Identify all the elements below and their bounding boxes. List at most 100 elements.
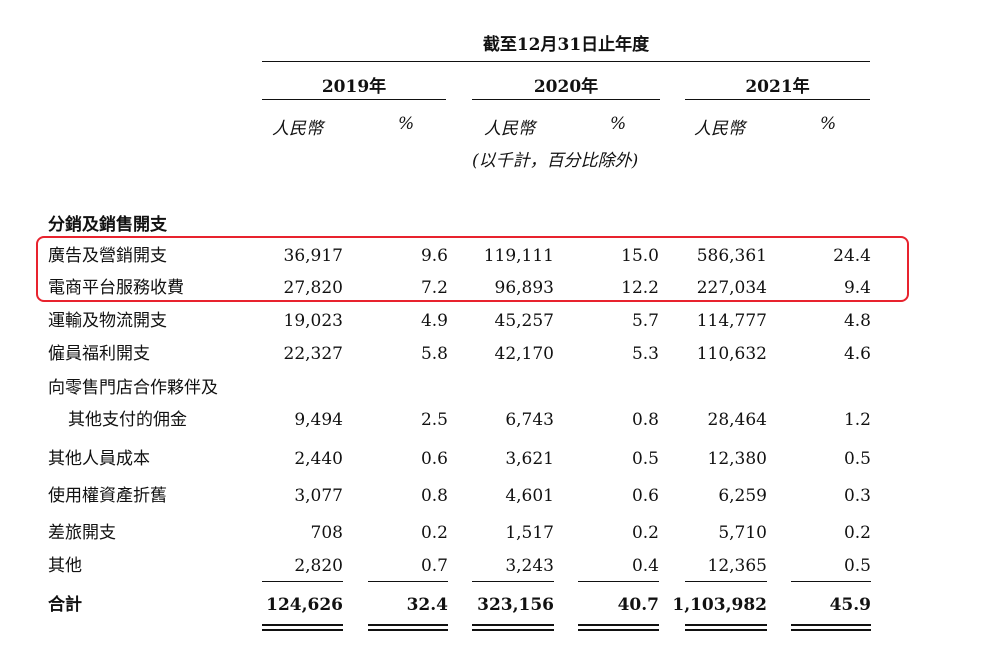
cell-2019-amount: 19,023 <box>283 311 343 331</box>
total-2019-percent: 32.4 <box>406 595 448 615</box>
cell-2019-percent: 7.2 <box>420 278 448 298</box>
table-row: 向零售門店合作夥伴及 <box>0 373 1000 403</box>
percent-label-2020: % <box>610 114 627 134</box>
cell-2021-percent: 4.8 <box>843 311 871 331</box>
cell-2021-percent: 4.6 <box>843 344 871 364</box>
row-label: 僱員福利開支 <box>48 344 150 364</box>
cell-2021-percent: 1.2 <box>843 410 871 430</box>
subtotal-rule <box>368 581 448 582</box>
cell-2021-amount: 114,777 <box>696 311 767 331</box>
row-label: 向零售門店合作夥伴及 <box>48 378 218 398</box>
table-row: 廣告及營銷開支 36,917 9.6 119,111 15.0 586,361 … <box>0 241 1000 271</box>
currency-label-2020: 人民幣 <box>484 119 535 139</box>
total-double-rule <box>472 629 554 631</box>
total-2019-amount: 124,626 <box>266 595 343 615</box>
cell-2020-amount: 3,243 <box>505 556 554 576</box>
cell-2021-percent: 0.5 <box>843 449 871 469</box>
cell-2019-amount: 2,440 <box>294 449 343 469</box>
cell-2020-percent: 0.6 <box>631 486 659 506</box>
total-double-rule <box>685 624 767 626</box>
row-label: 使用權資產折舊 <box>48 486 167 506</box>
cell-2019-amount: 36,917 <box>283 246 343 266</box>
total-double-rule <box>262 629 343 631</box>
cell-2019-percent: 0.7 <box>420 556 448 576</box>
year-2019-header: 2019年 <box>321 77 387 97</box>
cell-2019-amount: 2,820 <box>294 556 343 576</box>
row-label: 其他 <box>48 556 82 576</box>
table-row: 其他人員成本 2,440 0.6 3,621 0.5 12,380 0.5 <box>0 444 1000 474</box>
cell-2021-amount: 110,632 <box>696 344 767 364</box>
table-row: 差旅開支 708 0.2 1,517 0.2 5,710 0.2 <box>0 518 1000 548</box>
row-label: 其他人員成本 <box>48 449 150 469</box>
cell-2019-percent: 0.2 <box>420 523 448 543</box>
total-2021-percent: 45.9 <box>829 595 871 615</box>
row-label: 運輸及物流開支 <box>48 311 167 331</box>
subtotal-rule <box>791 581 871 582</box>
total-double-rule <box>578 629 659 631</box>
cell-2020-percent: 12.2 <box>621 278 659 298</box>
total-double-rule <box>368 629 448 631</box>
currency-label-2021: 人民幣 <box>694 119 745 139</box>
cell-2021-percent: 24.4 <box>833 246 871 266</box>
subtotal-rule <box>472 581 554 582</box>
cell-2021-amount: 586,361 <box>696 246 767 266</box>
table-row: 其他支付的佣金 9,494 2.5 6,743 0.8 28,464 1.2 <box>0 405 1000 435</box>
cell-2021-percent: 0.2 <box>843 523 871 543</box>
cell-2020-percent: 5.3 <box>631 344 659 364</box>
total-double-rule <box>368 624 448 626</box>
subtotal-rule <box>578 581 659 582</box>
row-label: 差旅開支 <box>48 523 116 543</box>
cell-2021-amount: 227,034 <box>696 278 767 298</box>
table-row: 使用權資產折舊 3,077 0.8 4,601 0.6 6,259 0.3 <box>0 481 1000 511</box>
table-row: 運輸及物流開支 19,023 4.9 45,257 5.7 114,777 4.… <box>0 306 1000 336</box>
cell-2020-percent: 5.7 <box>631 311 659 331</box>
total-double-rule <box>791 624 871 626</box>
total-double-rule <box>262 624 343 626</box>
cell-2019-percent: 4.9 <box>420 311 448 331</box>
cell-2020-amount: 119,111 <box>483 246 554 266</box>
row-label: 電商平台服務收費 <box>48 278 184 298</box>
cell-2019-percent: 0.8 <box>420 486 448 506</box>
year-2021-rule <box>685 99 870 100</box>
year-2021-header: 2021年 <box>745 77 810 97</box>
total-2020-percent: 40.7 <box>617 595 659 615</box>
unit-note: (以千計，百分比除外) <box>472 151 639 171</box>
cell-2020-percent: 0.8 <box>631 410 659 430</box>
total-2020-amount: 323,156 <box>477 595 554 615</box>
row-label-continued: 其他支付的佣金 <box>68 410 187 430</box>
table-row: 僱員福利開支 22,327 5.8 42,170 5.3 110,632 4.6 <box>0 339 1000 369</box>
total-2021-amount: 1,103,982 <box>672 595 767 615</box>
cell-2021-amount: 5,710 <box>718 523 767 543</box>
cell-2019-percent: 9.6 <box>420 246 448 266</box>
header-rule <box>262 61 870 62</box>
cell-2021-amount: 12,380 <box>707 449 767 469</box>
cell-2020-percent: 0.5 <box>631 449 659 469</box>
cell-2019-amount: 708 <box>310 523 343 543</box>
year-2020-rule <box>472 99 660 100</box>
cell-2021-percent: 0.5 <box>843 556 871 576</box>
subtotal-rule <box>685 581 767 582</box>
percent-label-2019: % <box>398 114 415 134</box>
section-title: 分銷及銷售開支 <box>48 215 167 235</box>
subtotal-rule <box>262 581 343 582</box>
highlight-box <box>36 236 909 302</box>
table-row: 其他 2,820 0.7 3,243 0.4 12,365 0.5 <box>0 551 1000 581</box>
cell-2020-amount: 45,257 <box>494 311 554 331</box>
cell-2021-amount: 28,464 <box>707 410 767 430</box>
cell-2019-percent: 2.5 <box>420 410 448 430</box>
currency-label-2019: 人民幣 <box>272 119 323 139</box>
cell-2020-percent: 0.2 <box>631 523 659 543</box>
table-row: 電商平台服務收費 27,820 7.2 96,893 12.2 227,034 … <box>0 273 1000 303</box>
cell-2020-amount: 96,893 <box>494 278 554 298</box>
cell-2019-percent: 0.6 <box>420 449 448 469</box>
cell-2021-percent: 9.4 <box>843 278 871 298</box>
percent-label-2021: % <box>820 114 837 134</box>
cell-2020-amount: 1,517 <box>505 523 554 543</box>
total-double-rule <box>472 624 554 626</box>
cell-2020-percent: 15.0 <box>621 246 659 266</box>
cell-2021-percent: 0.3 <box>843 486 871 506</box>
year-2020-header: 2020年 <box>533 77 599 97</box>
cell-2019-amount: 27,820 <box>283 278 343 298</box>
cell-2020-amount: 4,601 <box>505 486 554 506</box>
cell-2020-percent: 0.4 <box>631 556 659 576</box>
